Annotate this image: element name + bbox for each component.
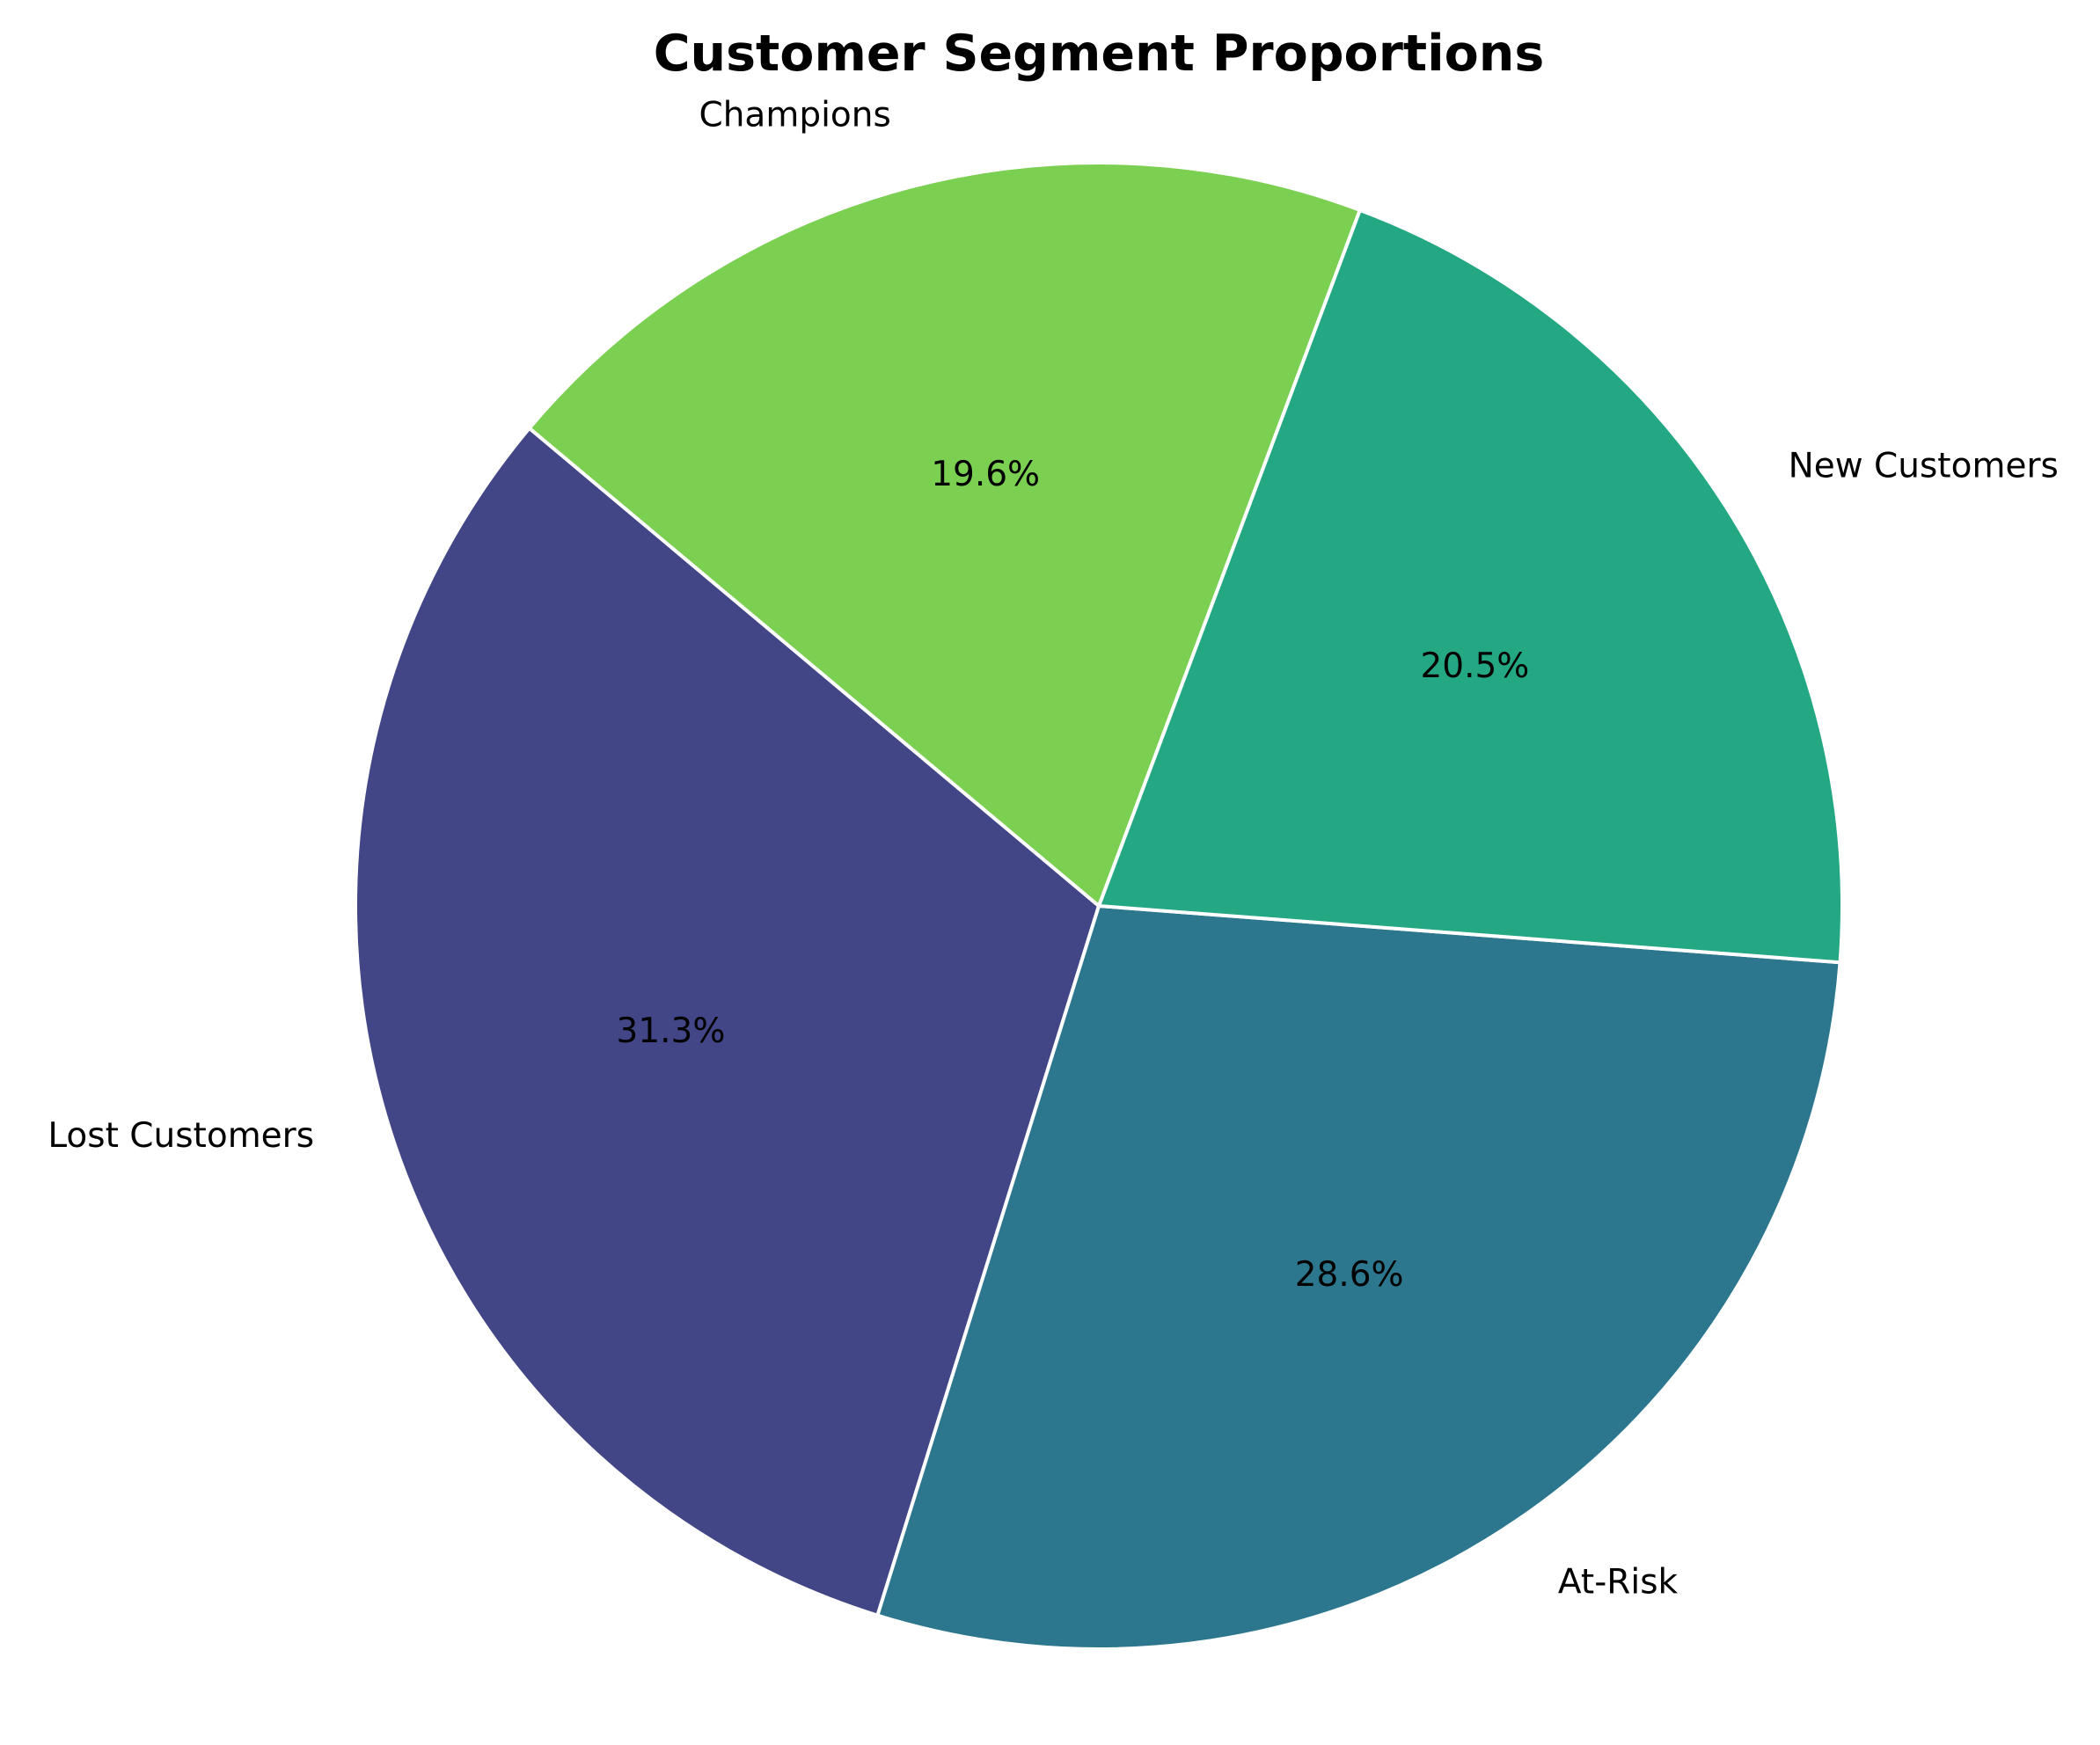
category-label-new-customers: New Customers [1789,447,2059,486]
pct-label-champions: 19.6% [931,455,1040,494]
slice-lost-customers [354,426,1101,1618]
slice-champions [526,161,1363,909]
chart-title: Customer Segment Proportions [654,25,1545,83]
pie-labels: 31.3% Lost Customers 28.6% At-Risk 20.5% New … [48,96,2058,1603]
pct-label-new-customers: 20.5% [1420,646,1529,686]
slice-at-risk [874,903,1842,1651]
category-label-champions: Champions [699,96,890,135]
slice-new-customers [1096,208,1844,965]
pct-label-at-risk: 28.6% [1295,1255,1404,1295]
pct-label-lost-customers: 31.3% [617,1011,726,1051]
category-label-lost-customers: Lost Customers [48,1116,314,1156]
pie-slices [354,161,1844,1651]
category-label-at-risk: At-Risk [1558,1563,1679,1603]
